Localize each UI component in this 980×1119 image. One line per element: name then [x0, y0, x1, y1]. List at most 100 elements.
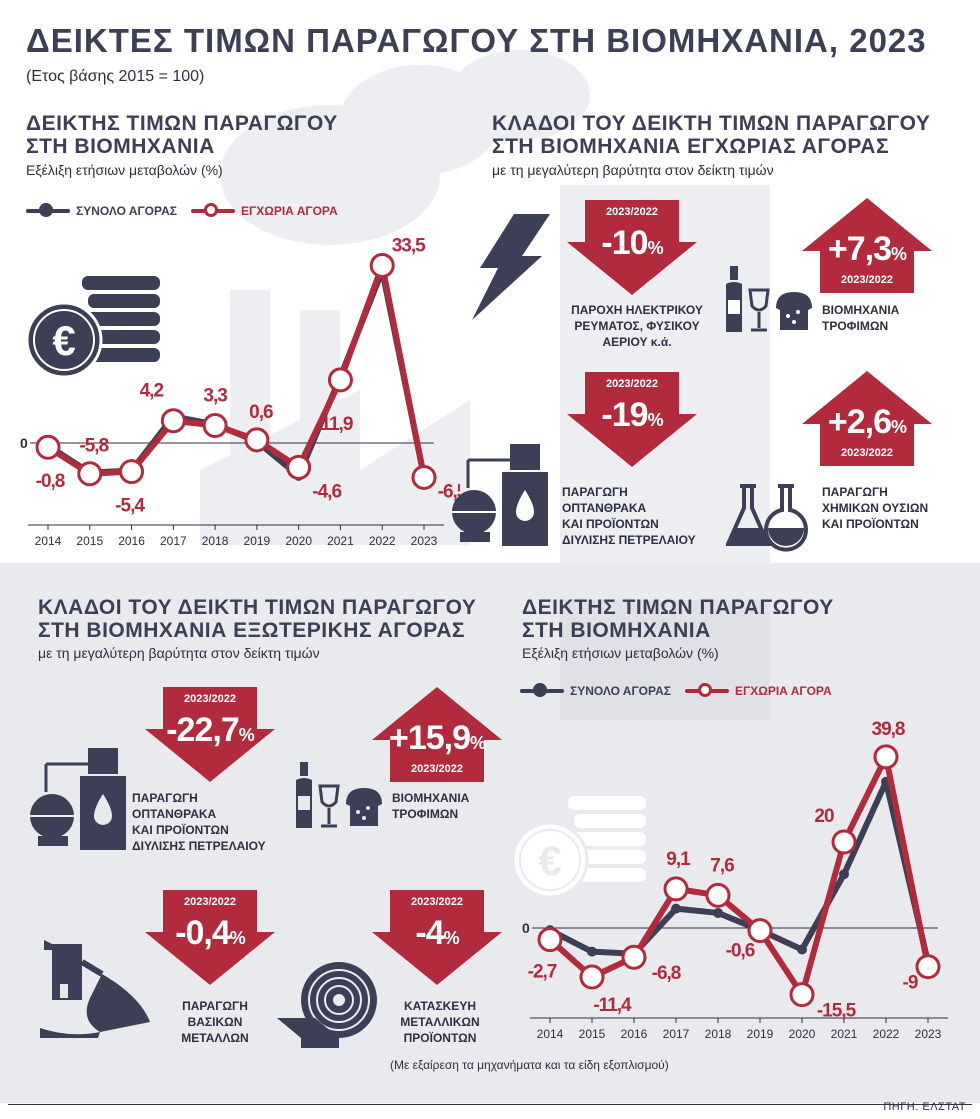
series-domestic-point — [831, 829, 857, 855]
series-domestic-point — [119, 459, 145, 485]
data-label: -6,8 — [652, 963, 681, 984]
domestic-item-2-arrow: +7,3% 2023/2022 — [802, 198, 932, 293]
series-domestic-point — [789, 982, 815, 1008]
chart2-legend: ΣΥΝΟΛΟ ΑΓΟΡΑΣ ΕΓΧΩΡΙΑ ΑΓΟΡΑ — [520, 683, 832, 699]
domestic-item-3-label: ΠΑΡΑΓΩΓΗ ΟΠΤΑΝΘΡΑΚΑ ΚΑΙ ΠΡΟΪΟΝΤΩΝ ΔΙΥΛΙΣ… — [562, 485, 696, 547]
foreign-item-4-arrow: 2023/2022 -4% — [372, 890, 502, 985]
series-domestic-point — [286, 454, 312, 480]
series-domestic-point — [873, 744, 899, 770]
bottle-glass-bread-icon — [726, 266, 812, 332]
change-value: -19% — [601, 396, 663, 434]
x-tick-label: 2018 — [202, 534, 229, 548]
x-tick-label: 2016 — [118, 534, 145, 548]
data-label: -11,4 — [593, 995, 632, 1016]
chart1-legend: ΣΥΝΟΛΟ ΑΓΟΡΑΣ ΕΓΧΩΡΙΑ ΑΓΟΡΑ — [26, 203, 338, 219]
foreign-item-2-label: ΒΙΟΜΗΧΑΝΙΑ ΤΡΟΦΙΜΩΝ — [392, 791, 470, 821]
legend-domestic-label: ΕΓΧΩΡΙΑ ΑΓΟΡΑ — [734, 684, 832, 698]
legend-domestic-swatch — [190, 203, 235, 219]
x-tick-label: 2016 — [621, 1027, 648, 1041]
series-domestic-point — [663, 876, 689, 902]
series-domestic-point — [411, 464, 437, 490]
domestic-item-3-arrow: 2023/2022 -19% — [567, 372, 697, 467]
domestic-item-4-arrow: +2,6% 2023/2022 — [802, 371, 932, 466]
lightning-icon — [472, 214, 550, 320]
svg-text:€: € — [52, 317, 75, 364]
chart1-title: ΔΕΙΚΤΗΣ ΤΙΜΩΝ ΠΑΡΑΓΩΓΟΥ ΣΤΗ ΒΙΟΜΗΧΑΝΙΑ — [26, 112, 338, 158]
x-tick-label: 2018 — [705, 1027, 732, 1041]
foreign-item-4-label: ΚΑΤΑΣΚΕΥΗ ΜΕΤΑΛΛΙΚΩΝ ΠΡΟΪΟΝΤΩΝ — [400, 999, 480, 1045]
x-tick-label: 2017 — [663, 1027, 690, 1041]
foreign-item-3-label: ΠΑΡΑΓΩΓΗ ΒΑΣΙΚΩΝ ΜΕΤΑΛΛΩΝ — [181, 999, 249, 1045]
foreign-item-2-arrow: +15,9% 2023/2022 — [372, 687, 502, 782]
change-value: -0,4% — [175, 914, 246, 952]
svg-text:€: € — [538, 837, 561, 884]
series-domestic-point — [202, 413, 228, 439]
legend-total-label: ΣΥΝΟΛΟ ΑΓΟΡΑΣ — [570, 684, 671, 698]
x-tick-label: 2015 — [76, 534, 103, 548]
data-label: -5,4 — [115, 496, 145, 517]
chart1-line-chart: 0 2014 2015 2016 2017 2018 2019 2020 2021 2022 202… — [20, 235, 460, 548]
domestic-sectors-subtitle: με τη μεγαλύτερη βαρύτητα στον δείκτη τι… — [492, 162, 774, 178]
series-domestic-line — [548, 753, 931, 998]
chart2-subtitle: Εξέλιξη ετήσιων μεταβολών (%) — [522, 645, 719, 661]
zero-label: 0 — [20, 435, 28, 451]
series-domestic-point — [579, 964, 605, 990]
series-domestic-point — [747, 918, 773, 944]
domestic-item-1-arrow: 2023/2022 -10% — [567, 200, 697, 295]
series-total-point — [587, 946, 597, 957]
x-tick-label: 2015 — [579, 1027, 606, 1041]
foreign-sectors-subtitle: με τη μεγαλύτερη βαρύτητα στον δείκτη τι… — [38, 645, 320, 661]
x-tick-label: 2014 — [35, 534, 62, 548]
bottom-rule — [8, 1104, 972, 1105]
chart2-title: ΔΕΙΚΤΗΣ ΤΙΜΩΝ ΠΑΡΑΓΩΓΟΥ ΣΤΗ ΒΙΟΜΗΧΑΝΙΑ — [522, 596, 834, 642]
euro-coins-icon: € — [25, 276, 160, 379]
page-title: ΔΕΙΚΤΕΣ ΤΙΜΩΝ ΠΑΡΑΓΩΓΟΥ ΣΤΗ ΒΙΟΜΗΧΑΝΙΑ, … — [26, 22, 927, 59]
period-label: 2023/2022 — [841, 447, 893, 459]
data-label: -0,6 — [726, 941, 755, 962]
change-value: -4% — [415, 914, 459, 952]
foreign-item-1-label: ΠΑΡΑΓΩΓΗ ΟΠΤΑΝΘΡΑΚΑ ΚΑΙ ΠΡΟΪΟΝΤΩΝ ΔΙΥΛΙΣ… — [132, 791, 266, 853]
metal-roll-icon — [277, 962, 377, 1048]
series-domestic-point — [244, 427, 270, 453]
data-label: -15,5 — [817, 1001, 857, 1022]
series-domestic-point — [35, 434, 61, 460]
period-label: 2023/2022 — [606, 206, 658, 218]
series-domestic-point — [327, 367, 353, 393]
foreign-sectors-title: ΚΛΑΔΟΙ ΤΟΥ ΔΕΙΚΤΗ ΤΙΜΩΝ ΠΑΡΑΓΩΓΟΥ ΣΤΗ ΒΙ… — [38, 596, 477, 642]
series-domestic-point — [915, 954, 941, 980]
change-value: -22,7% — [166, 711, 255, 749]
series-domestic-point — [77, 461, 103, 487]
period-label: 2023/2022 — [841, 274, 893, 286]
series-total-line — [548, 778, 931, 964]
metal-ladle-icon — [40, 940, 150, 1038]
x-tick-label: 2017 — [160, 534, 187, 548]
series-domestic-line — [46, 262, 427, 479]
data-label: 11,9 — [320, 414, 352, 435]
data-label: 39,8 — [872, 719, 905, 740]
foreign-item-1-arrow: 2023/2022 -22,7% — [145, 687, 275, 782]
data-label: -9 — [903, 973, 918, 994]
series-total-point — [713, 907, 723, 918]
x-tick-label: 2019 — [747, 1027, 774, 1041]
legend-domestic-swatch — [684, 683, 729, 699]
bottle-glass-bread-icon — [296, 762, 382, 828]
change-value: +7,3% — [827, 230, 907, 268]
lower-panel-background — [0, 563, 980, 1103]
series-total-point — [839, 869, 849, 880]
legend-total-swatch — [26, 203, 70, 219]
data-label: 4,2 — [140, 381, 164, 402]
domestic-sectors-title: ΚΛΑΔΟΙ ΤΟΥ ΔΕΙΚΤΗ ΤΙΜΩΝ ΠΑΡΑΓΩΓΟΥ ΣΤΗ ΒΙ… — [492, 112, 931, 158]
chart1-subtitle: Εξέλιξη ετήσιων μεταβολών (%) — [26, 162, 223, 178]
x-tick-label: 2022 — [369, 534, 396, 548]
x-tick-label: 2020 — [285, 534, 312, 548]
series-total-point — [671, 903, 681, 914]
data-label: 9,1 — [666, 849, 691, 870]
euro-coins-icon: € — [511, 796, 646, 899]
x-tick-label: 2020 — [789, 1027, 816, 1041]
change-value: -10% — [601, 224, 663, 262]
domestic-item-2-label: ΒΙΟΜΗΧΑΝΙΑ ΤΡΟΦΙΜΩΝ — [822, 303, 900, 333]
series-domestic-point — [705, 882, 731, 908]
data-label: 7,6 — [710, 855, 734, 876]
x-tick-label: 2023 — [411, 534, 438, 548]
